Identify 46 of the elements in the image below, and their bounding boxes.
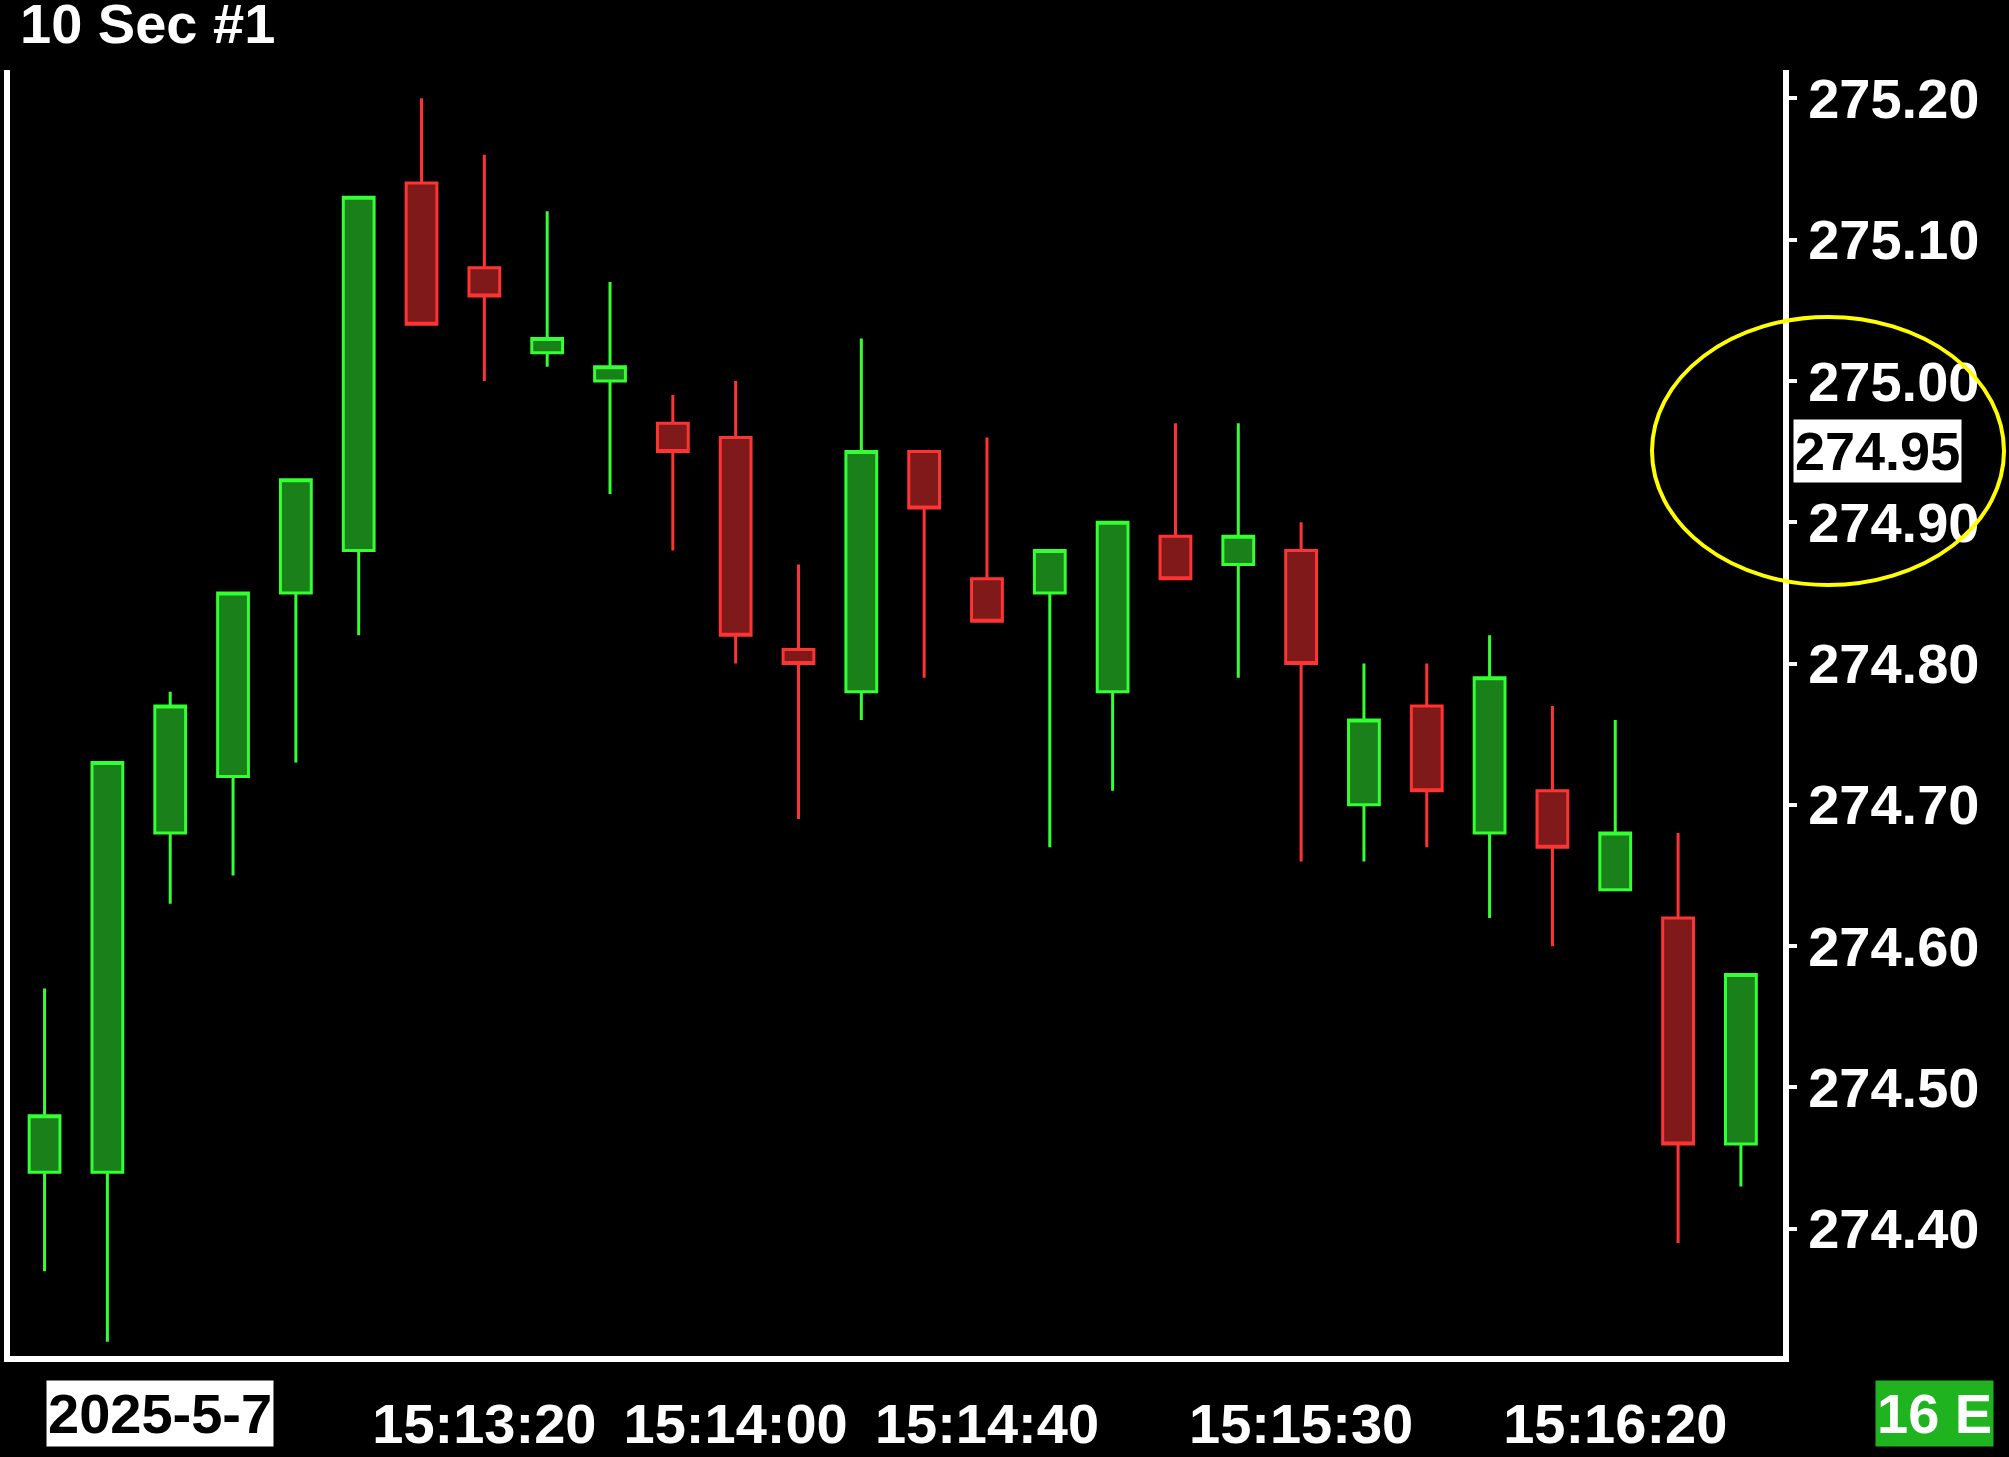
candlestick [970, 437, 1004, 623]
y-tick-label: 274.70 [1808, 773, 1980, 837]
candlestick [530, 211, 565, 367]
candlestick [1158, 423, 1193, 581]
candlestick [1095, 520, 1130, 791]
candlestick [278, 478, 313, 763]
text: 16 E [1877, 1382, 1993, 1445]
candlestick [1661, 833, 1695, 1243]
x-tick-label: 15:14:40 [874, 1392, 1100, 1456]
y-tick-label: 274.80 [1808, 632, 1980, 696]
y-tick-label: 274.40 [1808, 1197, 1980, 1261]
y-tick-label: 274.60 [1808, 914, 1980, 978]
candlestick [1598, 720, 1633, 892]
candlestick [27, 988, 62, 1272]
candlestick [907, 450, 942, 678]
x-tick-label: 15:16:20 [1503, 1392, 1728, 1456]
candlestick [467, 154, 502, 381]
candlestick [1347, 663, 1381, 862]
candlestick [404, 98, 439, 326]
candlestick [593, 281, 627, 494]
candlestick [153, 691, 188, 904]
candlestick [781, 564, 816, 819]
candlestick [1409, 663, 1444, 848]
candlestick [655, 395, 690, 551]
candlestick [90, 760, 125, 1342]
y-tick-label: 275.20 [1808, 66, 1980, 130]
y-tick-label: 275.10 [1808, 208, 1980, 272]
text: 2025-5-7 [48, 1382, 273, 1445]
candlestick [1221, 423, 1256, 678]
candlestick [844, 338, 879, 721]
text: 274.95 [1795, 421, 1961, 481]
candlestick [1032, 548, 1067, 848]
candlestick [341, 195, 376, 636]
chart-title: 10 Sec #1 [20, 0, 276, 56]
candlestick [1472, 635, 1507, 918]
candlestick [216, 591, 250, 876]
candlestick [1535, 705, 1570, 947]
x-tick-label: 15:13:20 [372, 1392, 597, 1456]
y-tick-label: 275.00 [1808, 349, 1980, 413]
candlestick [1724, 972, 1758, 1187]
y-tick-label: 274.90 [1808, 490, 1980, 554]
y-tick-label: 274.50 [1808, 1056, 1980, 1120]
x-tick-label: 15:14:00 [623, 1392, 848, 1456]
x-tick-label: 15:15:30 [1189, 1392, 1414, 1456]
candlestick [1284, 522, 1318, 862]
candlestick [718, 380, 753, 664]
